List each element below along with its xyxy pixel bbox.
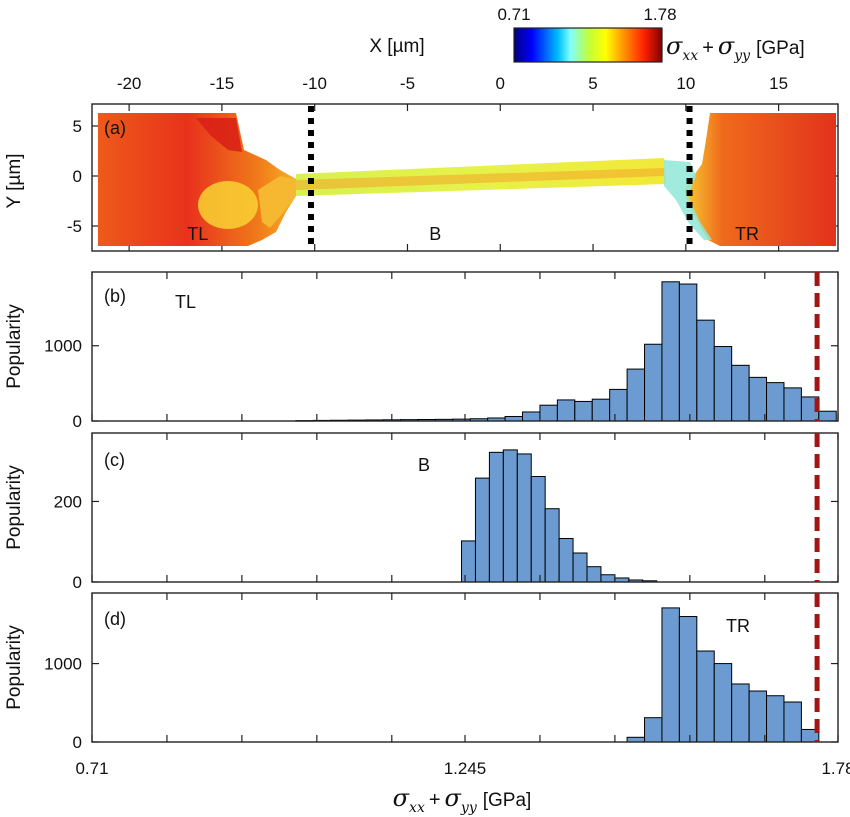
histogram-bar: [474, 477, 490, 583]
histogram-bar: [574, 400, 593, 422]
panel-a-xtick-label: -15: [210, 74, 235, 93]
histogram-bar: [678, 283, 698, 422]
histogram-bar: [748, 690, 768, 743]
stress-map-right-cyan-edge: [664, 160, 712, 240]
panel-a-label: (a): [104, 118, 126, 138]
panel-a-xlabel: X [µm]: [369, 36, 424, 57]
histogram-bars: [461, 449, 658, 583]
panel-a-xtick-label: -5: [400, 74, 415, 93]
panel-a-xtick-label: -20: [117, 74, 142, 93]
histogram-ytick-label: 0: [73, 573, 82, 592]
histogram-bar: [696, 319, 715, 422]
histogram-bar: [731, 364, 750, 422]
colorbar-gradient: [513, 27, 663, 63]
histogram-ylabel: Popularity: [4, 304, 25, 389]
panel-d-label: (d): [104, 609, 126, 629]
panel-b-label: (b): [104, 286, 126, 306]
panel-a-xtick-label: 5: [588, 74, 597, 93]
histogram-ytick-label: 200: [54, 492, 82, 511]
panel-b-region-tag: TL: [175, 292, 196, 312]
panel-a-frame: [91, 103, 839, 252]
bottom-x-ticks: 0.71 1.245 1.78: [75, 759, 850, 778]
histogram-bars: [626, 607, 820, 743]
panel-a-xtick-label: 0: [496, 74, 505, 93]
histogram-ylabel: Popularity: [4, 625, 25, 710]
histogram-bar: [783, 701, 802, 743]
histogram-bar: [572, 552, 588, 583]
histogram-bar: [626, 736, 646, 743]
histogram-bar: [530, 475, 546, 583]
histogram-bar: [696, 650, 715, 743]
panel-b-histogram: (b) TL 0 1000 Popularity: [4, 271, 839, 431]
panel-c-histogram: (c) B 0 200 Popularity: [4, 432, 839, 592]
histogram-bar: [661, 607, 680, 743]
histogram-bar: [713, 346, 733, 422]
histogram-bar: [488, 451, 504, 583]
panel-a-xtick-label: 15: [769, 74, 788, 93]
histogram-ytick-label: 1000: [44, 337, 82, 356]
histogram-bar: [678, 616, 698, 743]
histogram-bar: [713, 663, 733, 743]
histogram-bar: [766, 382, 785, 422]
histogram-bar: [731, 683, 750, 743]
bottom-x-label: σxx + σyy [GPa]: [393, 784, 532, 816]
histogram-bar: [522, 411, 541, 422]
histogram-bar: [502, 449, 518, 583]
histogram-ylabel: Popularity: [4, 465, 25, 550]
stress-map-left-shoulder: [258, 176, 298, 228]
histogram-bar: [626, 368, 646, 422]
histogram-bars: [295, 281, 837, 422]
histogram-bar: [644, 343, 663, 422]
stress-map: [98, 113, 836, 246]
histogram-bar: [766, 695, 785, 743]
histogram-bar: [600, 574, 616, 583]
colorbar-title: σxx + σyy [GPa]: [666, 32, 805, 64]
histogram-ytick-label: 0: [73, 412, 82, 431]
histogram-bar: [661, 281, 680, 422]
panel-a-heatmap: X [µm] -20 -15 -10 -5 0 5 10 15 5 0 -5 Y [µm] (a)…: [4, 36, 839, 252]
histogram-ytick-label: 0: [73, 733, 82, 752]
histogram-bar: [783, 387, 802, 422]
panel-a-xtick-label: 10: [676, 74, 695, 93]
histogram-bar: [558, 538, 574, 583]
panel-a-x-ticks: -20 -15 -10 -5 0 5 10 15: [117, 74, 788, 251]
histogram-bar: [644, 717, 663, 743]
panel-a-ytick-label: 5: [73, 117, 82, 136]
panel-a-xtick-label: -10: [302, 74, 327, 93]
panel-c-label: (c): [104, 450, 125, 470]
histogram-bar: [544, 508, 560, 583]
panel-c-region-tag: B: [418, 455, 430, 475]
histogram-bar: [516, 453, 532, 583]
bottom-xtick-label: 0.71: [75, 759, 108, 778]
histogram-bar: [539, 404, 558, 422]
histogram-bar: [586, 566, 602, 583]
panel-a-ytick-label: -5: [67, 217, 82, 236]
stress-map-bridge-core: [296, 168, 664, 190]
panel-a-region-label: TR: [735, 224, 759, 244]
panel-a-region-label: TL: [187, 224, 208, 244]
panel-d-region-tag: TR: [726, 616, 750, 636]
stress-map-right-region: [684, 113, 836, 246]
panel-a-ytick-label: 0: [73, 167, 82, 186]
histogram-bar: [556, 399, 576, 422]
panel-a-region-label: B: [429, 224, 441, 244]
colorbar-max-label: 1.78: [643, 5, 676, 24]
stress-map-left-hotspot: [196, 118, 242, 152]
colorbar-min-label: 0.71: [497, 5, 530, 24]
histogram-bar: [818, 410, 837, 422]
panel-a-ylabel: Y [µm]: [4, 154, 25, 209]
histogram-bar: [461, 540, 476, 583]
stress-map-left-yellow-patch: [198, 181, 258, 229]
histogram-bar: [609, 388, 628, 422]
panel-a-region-labels: TL B TR: [187, 224, 759, 244]
bottom-xtick-label: 1.245: [444, 759, 487, 778]
panel-d-histogram: (d) TR 0 1000 Popularity: [4, 592, 839, 752]
histogram-bar: [591, 398, 611, 422]
histogram-ytick-label: 1000: [44, 655, 82, 674]
bottom-xtick-label: 1.78: [821, 759, 850, 778]
colorbar: 0.71 1.78 σxx + σyy [GPa]: [497, 5, 804, 64]
histogram-bar: [748, 376, 768, 422]
